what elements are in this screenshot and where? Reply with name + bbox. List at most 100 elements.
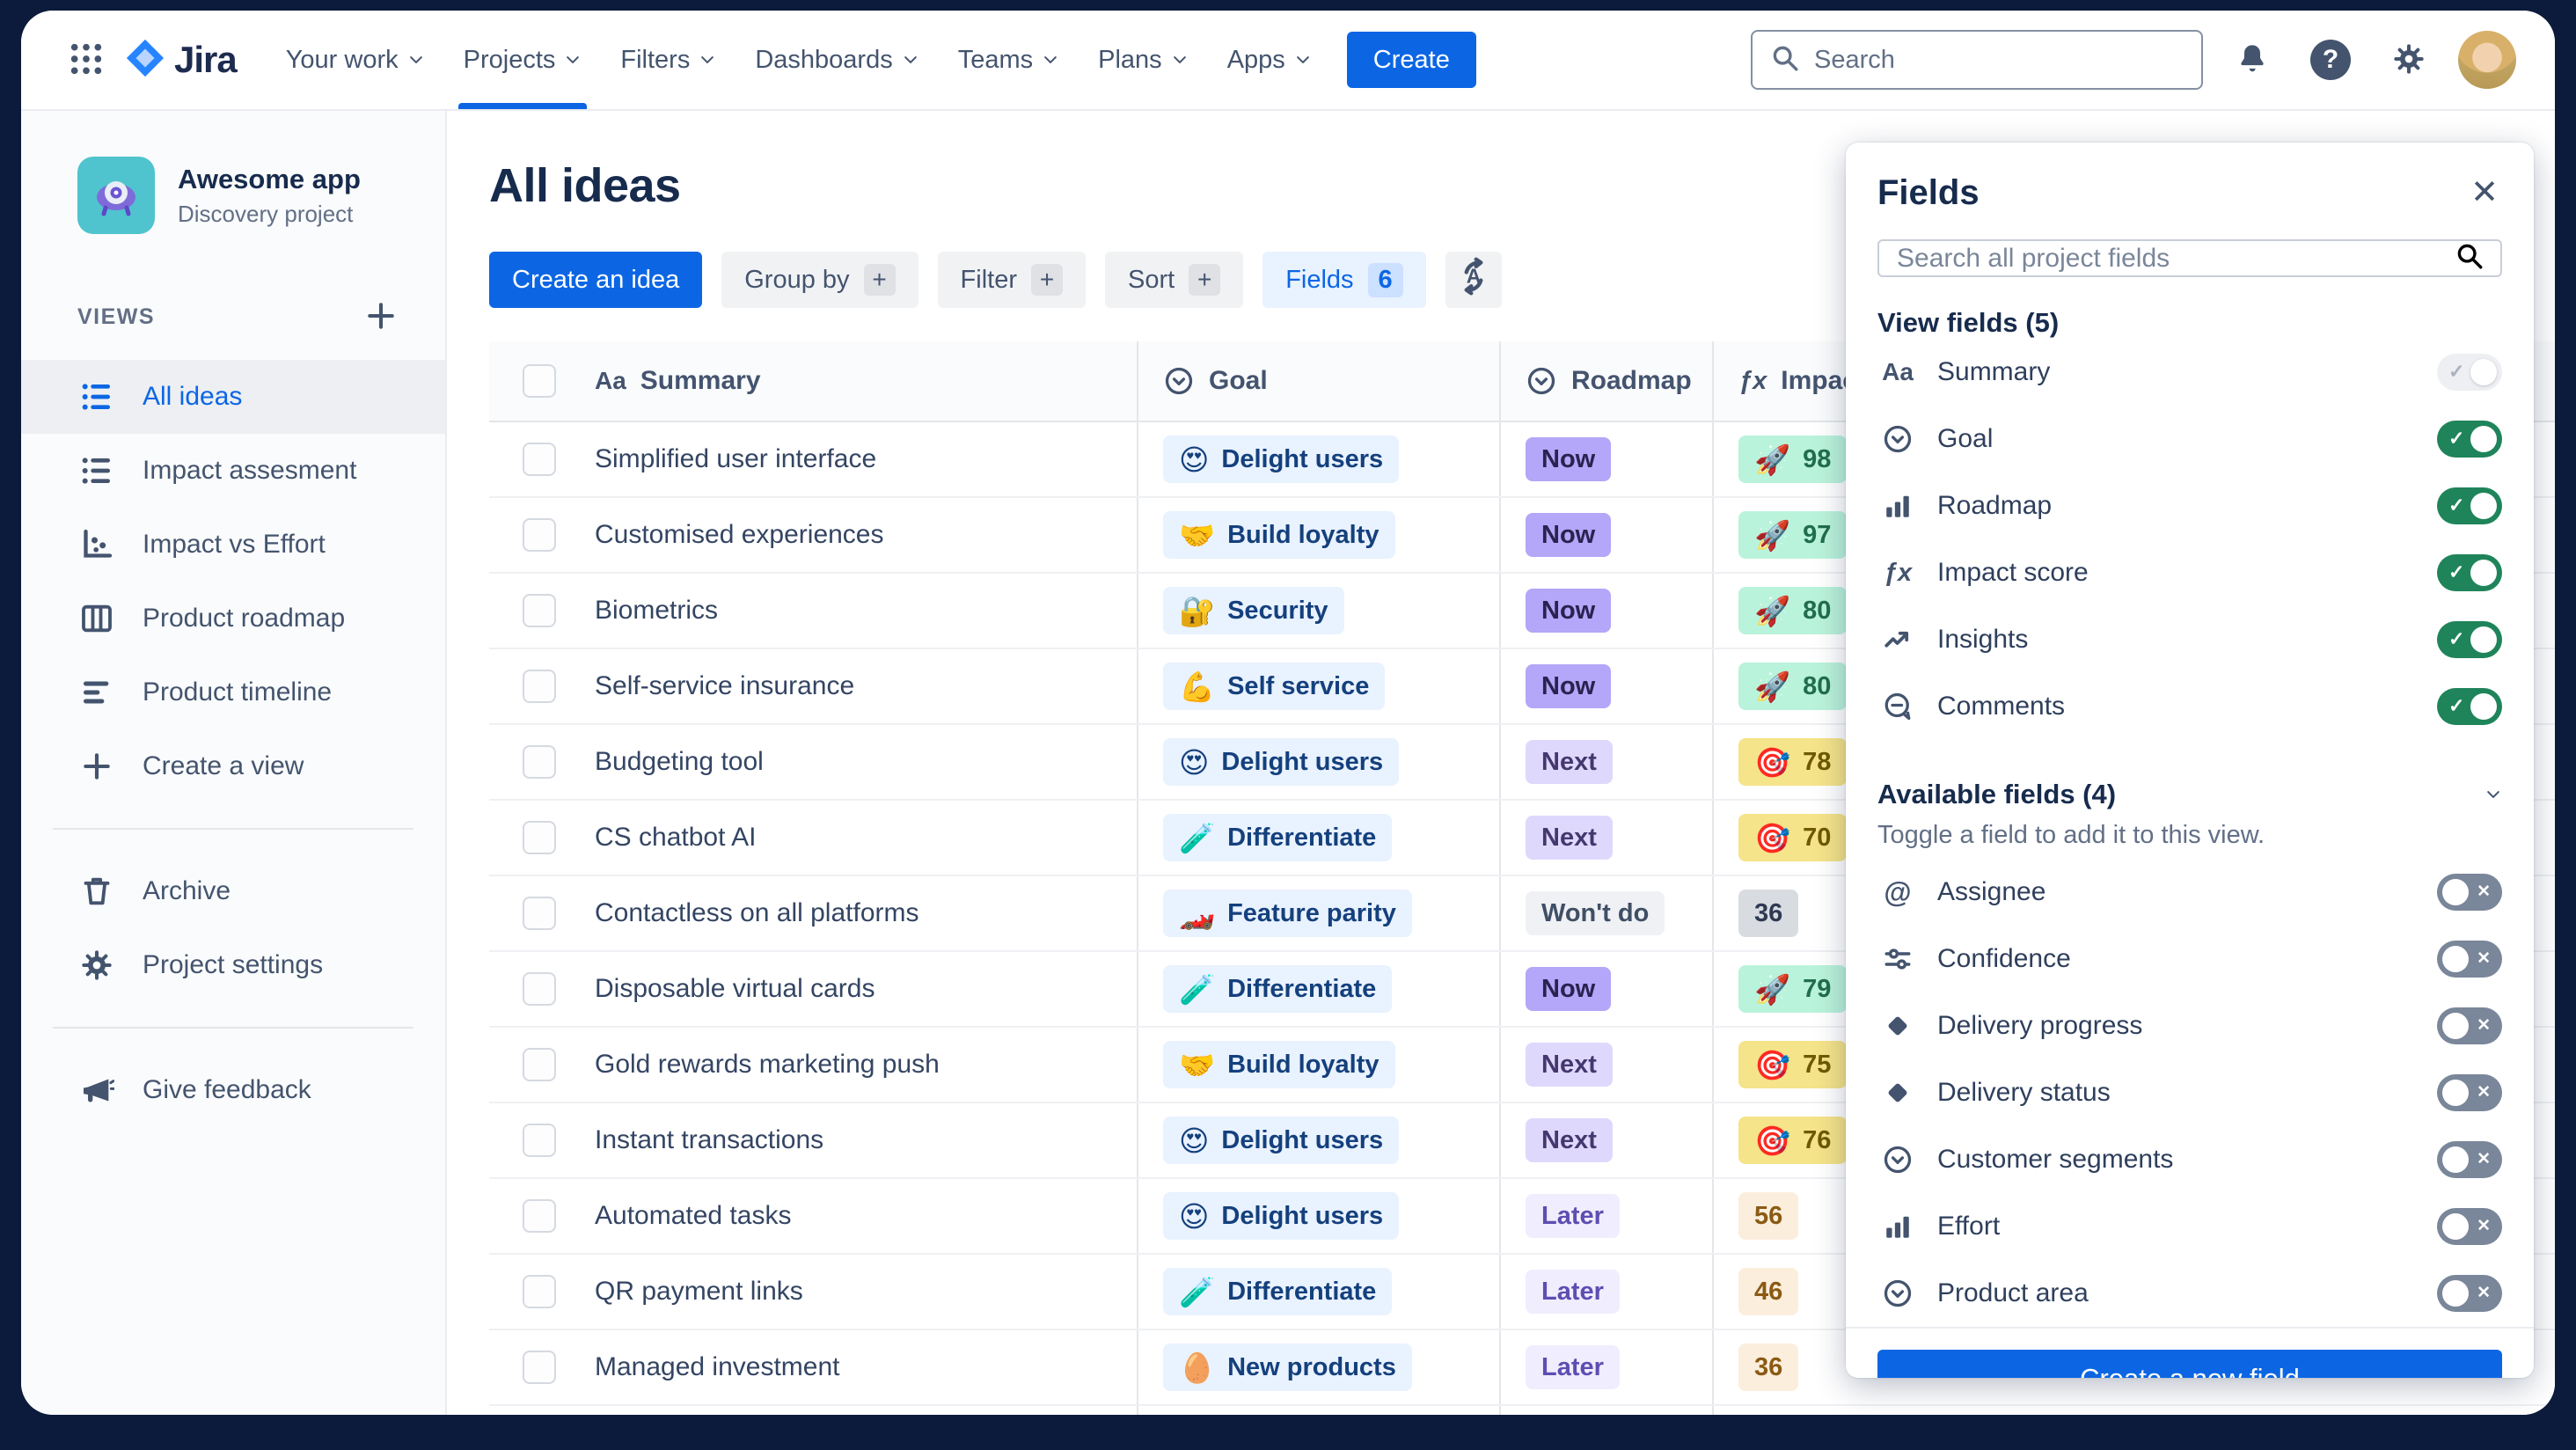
- summary-cell[interactable]: Automated tasks: [570, 1179, 1137, 1253]
- fields-search-input[interactable]: [1895, 242, 2444, 275]
- select-all-checkbox[interactable]: [523, 364, 556, 398]
- row-checkbox[interactable]: [523, 972, 556, 1006]
- roadmap-chip[interactable]: Now: [1526, 967, 1612, 1011]
- row-checkbox[interactable]: [523, 1048, 556, 1081]
- impact-score-chip[interactable]: 🎯 76: [1738, 1117, 1848, 1164]
- row-checkbox[interactable]: [523, 897, 556, 930]
- translate-sort-button[interactable]: A: [1445, 252, 1502, 308]
- field-toggle[interactable]: ✓: [2437, 554, 2502, 591]
- roadmap-chip[interactable]: Now: [1526, 437, 1612, 481]
- goal-chip[interactable]: 🤝 Build loyalty: [1163, 1041, 1395, 1088]
- summary-cell[interactable]: Managed investment: [570, 1330, 1137, 1404]
- impact-score-chip[interactable]: 🚀 80: [1738, 587, 1848, 634]
- goal-chip[interactable]: 🧪 Differentiate: [1163, 965, 1393, 1013]
- roadmap-chip[interactable]: Later: [1526, 1270, 1620, 1314]
- goal-chip[interactable]: 🏎️ Feature parity: [1163, 890, 1412, 937]
- nav-item-teams[interactable]: Teams: [939, 11, 1079, 109]
- impact-score-chip[interactable]: 🚀 80: [1738, 663, 1848, 710]
- close-panel-button[interactable]: ✕: [2467, 172, 2502, 213]
- impact-score-chip[interactable]: 🚀 98: [1738, 436, 1848, 483]
- field-toggle[interactable]: ✕: [2437, 874, 2502, 911]
- goal-chip[interactable]: 😍 Delight users: [1163, 738, 1400, 786]
- add-view-button[interactable]: [355, 290, 406, 344]
- goal-chip[interactable]: 🤝 Build loyalty: [1163, 511, 1395, 559]
- roadmap-chip[interactable]: Later: [1526, 1194, 1620, 1238]
- goal-chip[interactable]: 🧪 Differentiate: [1163, 814, 1393, 861]
- sidebar-item-give-feedback[interactable]: Give feedback: [21, 1053, 445, 1127]
- create-button[interactable]: Create: [1346, 32, 1476, 88]
- roadmap-chip[interactable]: Now: [1526, 589, 1612, 633]
- column-header-roadmap[interactable]: Roadmap: [1499, 341, 1712, 421]
- column-header-summary[interactable]: Aa Summary: [595, 366, 761, 395]
- sidebar-item-product-roadmap[interactable]: Product roadmap: [21, 582, 445, 655]
- chevron-down-icon[interactable]: [2485, 786, 2502, 803]
- impact-score-chip[interactable]: 36: [1738, 1344, 1799, 1391]
- summary-cell[interactable]: Self service: savings accounts: [570, 1406, 1137, 1415]
- group-by-button[interactable]: Group by +: [721, 252, 918, 308]
- goal-chip[interactable]: 💪 Self service: [1163, 663, 1386, 710]
- field-toggle[interactable]: ✓: [2437, 621, 2502, 658]
- help-button[interactable]: ?: [2302, 31, 2360, 89]
- goal-chip[interactable]: 🔐 Security: [1163, 587, 1344, 634]
- sidebar-item-create-a-view[interactable]: Create a view: [21, 729, 445, 803]
- row-checkbox[interactable]: [523, 1275, 556, 1308]
- goal-chip[interactable]: 😍 Delight users: [1163, 1117, 1400, 1164]
- impact-score-chip[interactable]: 46: [1738, 1268, 1799, 1315]
- field-toggle[interactable]: ✕: [2437, 1275, 2502, 1312]
- nav-item-dashboards[interactable]: Dashboards: [735, 11, 938, 109]
- goal-chip[interactable]: 😍 Delight users: [1163, 1192, 1400, 1240]
- impact-score-chip[interactable]: 36: [1738, 890, 1799, 937]
- settings-button[interactable]: [2382, 33, 2435, 88]
- fields-button[interactable]: Fields 6: [1262, 252, 1426, 308]
- summary-cell[interactable]: Instant transactions: [570, 1103, 1137, 1177]
- row-checkbox[interactable]: [523, 594, 556, 627]
- row-checkbox[interactable]: [523, 1124, 556, 1157]
- summary-cell[interactable]: Budgeting tool: [570, 725, 1137, 799]
- sidebar-item-impact-vs-effort[interactable]: Impact vs Effort: [21, 508, 445, 582]
- avatar[interactable]: [2458, 31, 2516, 89]
- app-switcher-button[interactable]: [60, 33, 113, 88]
- goal-chip[interactable]: 🧪 Differentiate: [1163, 1268, 1393, 1315]
- goal-chip[interactable]: 🥚 New products: [1163, 1344, 1412, 1391]
- impact-score-chip[interactable]: 🚀 97: [1738, 511, 1848, 559]
- impact-score-chip[interactable]: 🎯 70: [1738, 814, 1848, 861]
- sidebar-item-product-timeline[interactable]: Product timeline: [21, 655, 445, 729]
- sort-button[interactable]: Sort +: [1105, 252, 1244, 308]
- summary-cell[interactable]: QR payment links: [570, 1255, 1137, 1329]
- sidebar-item-impact-assesment[interactable]: Impact assesment: [21, 434, 445, 508]
- row-checkbox[interactable]: [523, 745, 556, 779]
- field-toggle[interactable]: ✕: [2437, 1074, 2502, 1111]
- row-checkbox[interactable]: [523, 1351, 556, 1384]
- notifications-button[interactable]: [2226, 33, 2279, 88]
- row-checkbox[interactable]: [523, 821, 556, 854]
- row-checkbox[interactable]: [523, 670, 556, 703]
- roadmap-chip[interactable]: Now: [1526, 664, 1612, 708]
- impact-score-chip[interactable]: 🚀 79: [1738, 965, 1848, 1013]
- fields-search[interactable]: [1877, 239, 2502, 277]
- summary-cell[interactable]: Self-service insurance: [570, 649, 1137, 723]
- nav-item-your-work[interactable]: Your work: [267, 11, 444, 109]
- row-checkbox[interactable]: [523, 443, 556, 476]
- roadmap-chip[interactable]: Now: [1526, 513, 1612, 557]
- summary-cell[interactable]: Contactless on all platforms: [570, 876, 1137, 950]
- roadmap-chip[interactable]: Next: [1526, 1043, 1613, 1087]
- global-search[interactable]: [1751, 30, 2203, 90]
- search-input[interactable]: [1812, 44, 2184, 76]
- summary-cell[interactable]: Gold rewards marketing push: [570, 1028, 1137, 1102]
- nav-item-plans[interactable]: Plans: [1079, 11, 1208, 109]
- goal-chip[interactable]: 😍 Delight users: [1163, 436, 1400, 483]
- create-new-field-button[interactable]: Create a new field: [1877, 1350, 2502, 1378]
- field-toggle[interactable]: ✓: [2437, 688, 2502, 725]
- jira-logo[interactable]: Jira: [125, 38, 238, 83]
- roadmap-chip[interactable]: Later: [1526, 1345, 1620, 1389]
- roadmap-chip[interactable]: Next: [1526, 740, 1613, 784]
- summary-cell[interactable]: Simplified user interface: [570, 422, 1137, 496]
- project-header[interactable]: Awesome app Discovery project: [21, 157, 445, 234]
- table-row[interactable]: Self service: savings accounts💪Self serv…: [489, 1406, 2555, 1415]
- field-toggle[interactable]: ✕: [2437, 941, 2502, 978]
- row-checkbox[interactable]: [523, 1199, 556, 1233]
- filter-button[interactable]: Filter +: [937, 252, 1086, 308]
- field-toggle[interactable]: ✕: [2437, 1007, 2502, 1044]
- field-toggle[interactable]: ✓: [2437, 487, 2502, 524]
- table-row[interactable]: Biometrics 🔐 Security Now 🚀 80: [489, 574, 2555, 649]
